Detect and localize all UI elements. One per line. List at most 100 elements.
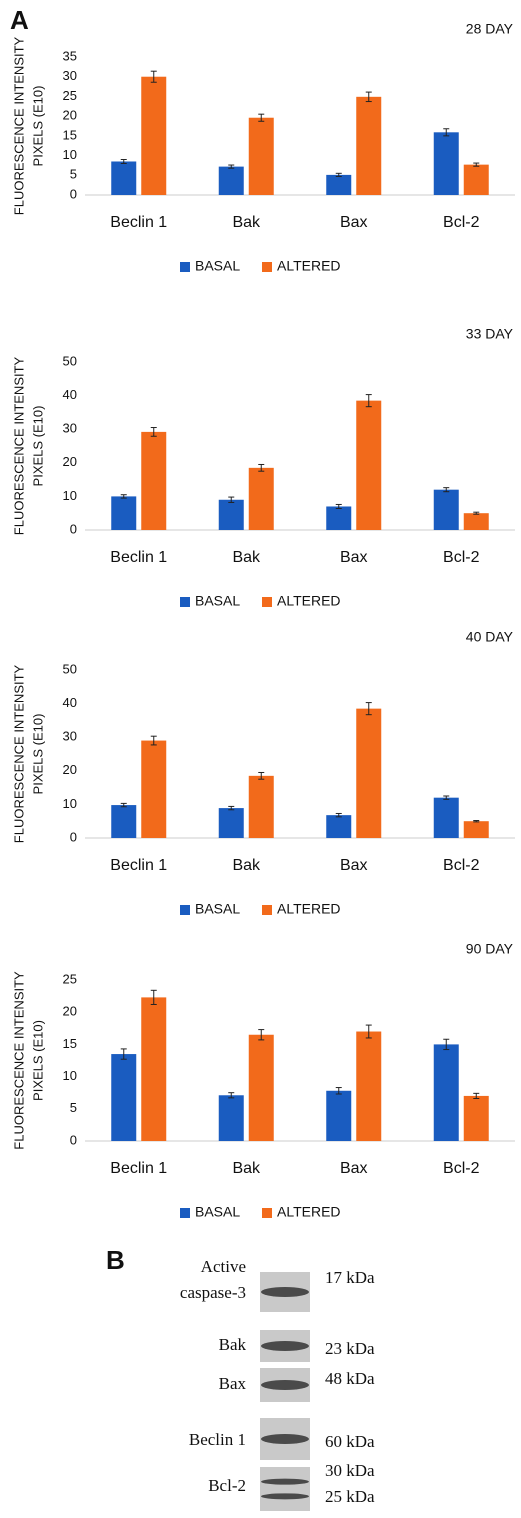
y-axis-label: PIXELS (E10) [30, 714, 45, 795]
legend-label: ALTERED [277, 901, 341, 917]
blot-size: 30 kDa [325, 1461, 375, 1480]
legend-swatch [262, 262, 272, 272]
blot-label: Bcl-2 [208, 1476, 246, 1495]
bar [356, 97, 381, 195]
y-tick-label: 50 [63, 661, 77, 676]
y-tick-label: 20 [63, 1004, 77, 1019]
bar [464, 1096, 489, 1141]
y-axis-label: FLUORESCENCE INTENSITY [11, 971, 26, 1150]
y-axis-label: PIXELS (E10) [30, 1020, 45, 1101]
bar [249, 1035, 274, 1141]
blot-band [261, 1434, 309, 1444]
x-tick-label: Beclin 1 [110, 857, 167, 874]
bar [111, 805, 136, 838]
legend-swatch [262, 597, 272, 607]
y-axis-label: FLUORESCENCE INTENSITY [11, 36, 26, 215]
legend-label: ALTERED [277, 1204, 341, 1220]
y-tick-label: 5 [70, 167, 77, 182]
bar [434, 132, 459, 195]
bar [141, 77, 166, 195]
legend-swatch [180, 905, 190, 915]
bar [464, 821, 489, 838]
y-axis-label: PIXELS (E10) [30, 406, 45, 487]
blot-band [261, 1287, 309, 1297]
y-tick-label: 35 [63, 48, 77, 63]
blot-band [261, 1479, 309, 1485]
y-tick-label: 0 [70, 521, 77, 536]
x-tick-label: Bcl-2 [443, 857, 480, 874]
bar [141, 741, 166, 838]
panel-label: B [106, 1245, 125, 1275]
legend-swatch [262, 1208, 272, 1218]
y-tick-label: 30 [63, 729, 77, 744]
y-tick-label: 40 [63, 695, 77, 710]
blot-band [261, 1341, 309, 1351]
bar [249, 118, 274, 195]
blot-label: Bax [219, 1374, 247, 1393]
blot-size: 25 kDa [325, 1487, 375, 1506]
chart-title: 40 DAY [466, 629, 514, 645]
legend-swatch [180, 597, 190, 607]
y-axis-label: FLUORESCENCE INTENSITY [11, 356, 26, 535]
bar [219, 500, 244, 530]
figure: A B 28 DAY FLUORESCENCE INTENSITY PIXELS (… [0, 0, 521, 1518]
blot-band [261, 1380, 309, 1390]
y-tick-label: 15 [63, 127, 77, 142]
x-tick-label: Bax [340, 1160, 368, 1177]
bar [434, 490, 459, 530]
blot-size: 23 kDa [325, 1339, 375, 1358]
bar [219, 1095, 244, 1141]
y-axis-label: FLUORESCENCE INTENSITY [11, 664, 26, 843]
x-tick-label: Bak [232, 549, 261, 566]
x-tick-label: Bak [232, 857, 261, 874]
bar [434, 1044, 459, 1141]
bar [326, 506, 351, 530]
bar [326, 1091, 351, 1141]
blot-size: 17 kDa [325, 1268, 375, 1287]
error-bar [336, 173, 342, 176]
y-tick-label: 0 [70, 186, 77, 201]
y-tick-label: 0 [70, 1132, 77, 1147]
y-tick-label: 40 [63, 387, 77, 402]
chart-title: 28 DAY [466, 21, 514, 37]
bar [141, 997, 166, 1141]
legend-swatch [180, 262, 190, 272]
legend-label: BASAL [195, 901, 240, 917]
bar [464, 165, 489, 195]
legend-label: ALTERED [277, 593, 341, 609]
bar [111, 1054, 136, 1141]
chart-title: 33 DAY [466, 326, 514, 342]
y-tick-label: 10 [63, 488, 77, 503]
blot-lane [260, 1467, 310, 1511]
y-tick-label: 50 [63, 353, 77, 368]
x-tick-label: Bak [232, 214, 261, 231]
y-tick-label: 25 [63, 971, 77, 986]
x-tick-label: Bax [340, 857, 368, 874]
y-tick-label: 20 [63, 762, 77, 777]
y-tick-label: 20 [63, 108, 77, 123]
blot-label: Bak [219, 1335, 247, 1354]
blot-band [261, 1493, 309, 1499]
y-tick-label: 10 [63, 1068, 77, 1083]
y-tick-label: 30 [63, 421, 77, 436]
legend-swatch [180, 1208, 190, 1218]
x-tick-label: Beclin 1 [110, 1160, 167, 1177]
y-tick-label: 20 [63, 454, 77, 469]
bar [249, 468, 274, 530]
y-axis-label: PIXELS (E10) [30, 86, 45, 167]
blot-size: 60 kDa [325, 1432, 375, 1451]
error-bar [228, 165, 234, 168]
blot-label: Beclin 1 [189, 1430, 246, 1449]
x-tick-label: Bcl-2 [443, 549, 480, 566]
bar [356, 709, 381, 838]
y-tick-label: 10 [63, 147, 77, 162]
y-tick-label: 15 [63, 1036, 77, 1051]
bar [326, 815, 351, 838]
panel-label: A [10, 5, 29, 35]
y-tick-label: 25 [63, 88, 77, 103]
x-tick-label: Beclin 1 [110, 214, 167, 231]
bar [141, 432, 166, 530]
bar [111, 496, 136, 530]
y-tick-label: 0 [70, 829, 77, 844]
bar [464, 513, 489, 530]
